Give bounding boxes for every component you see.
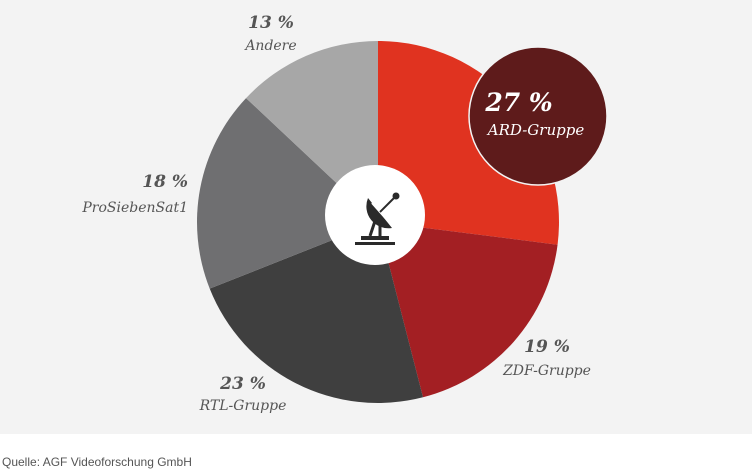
source-note: Quelle: AGF Videoforschung GmbH — [2, 455, 192, 469]
slice-value-label: 18 % — [142, 172, 188, 192]
slice-value-label: 13 % — [248, 13, 294, 33]
slice-name-label: ProSiebenSat1 — [81, 200, 188, 216]
pie-slice-rtl-gruppe — [209, 222, 424, 403]
slice-name-label: RTL-Gruppe — [199, 398, 287, 414]
highlight-circle — [468, 46, 608, 186]
slice-value-label: 19 % — [524, 337, 570, 357]
slice-value-label: 23 % — [219, 374, 266, 394]
pie-chart: 19 % ZDF-Gruppe 23 % RTL-Gruppe 18 % ProSiebe… — [81, 13, 608, 414]
pie-slice-ard-gruppe — [378, 41, 559, 245]
slice-name-label: ZDF-Gruppe — [502, 363, 591, 379]
highlight-name-label: ARD-Gruppe — [486, 121, 585, 139]
highlight-value-label: 27 % — [484, 88, 552, 117]
pie-slice-zdf-gruppe — [378, 222, 558, 398]
pie-slice-prosiebensat1 — [197, 98, 378, 289]
satellite-dish-icon — [355, 192, 400, 245]
slice-name-label: Andere — [243, 38, 296, 54]
